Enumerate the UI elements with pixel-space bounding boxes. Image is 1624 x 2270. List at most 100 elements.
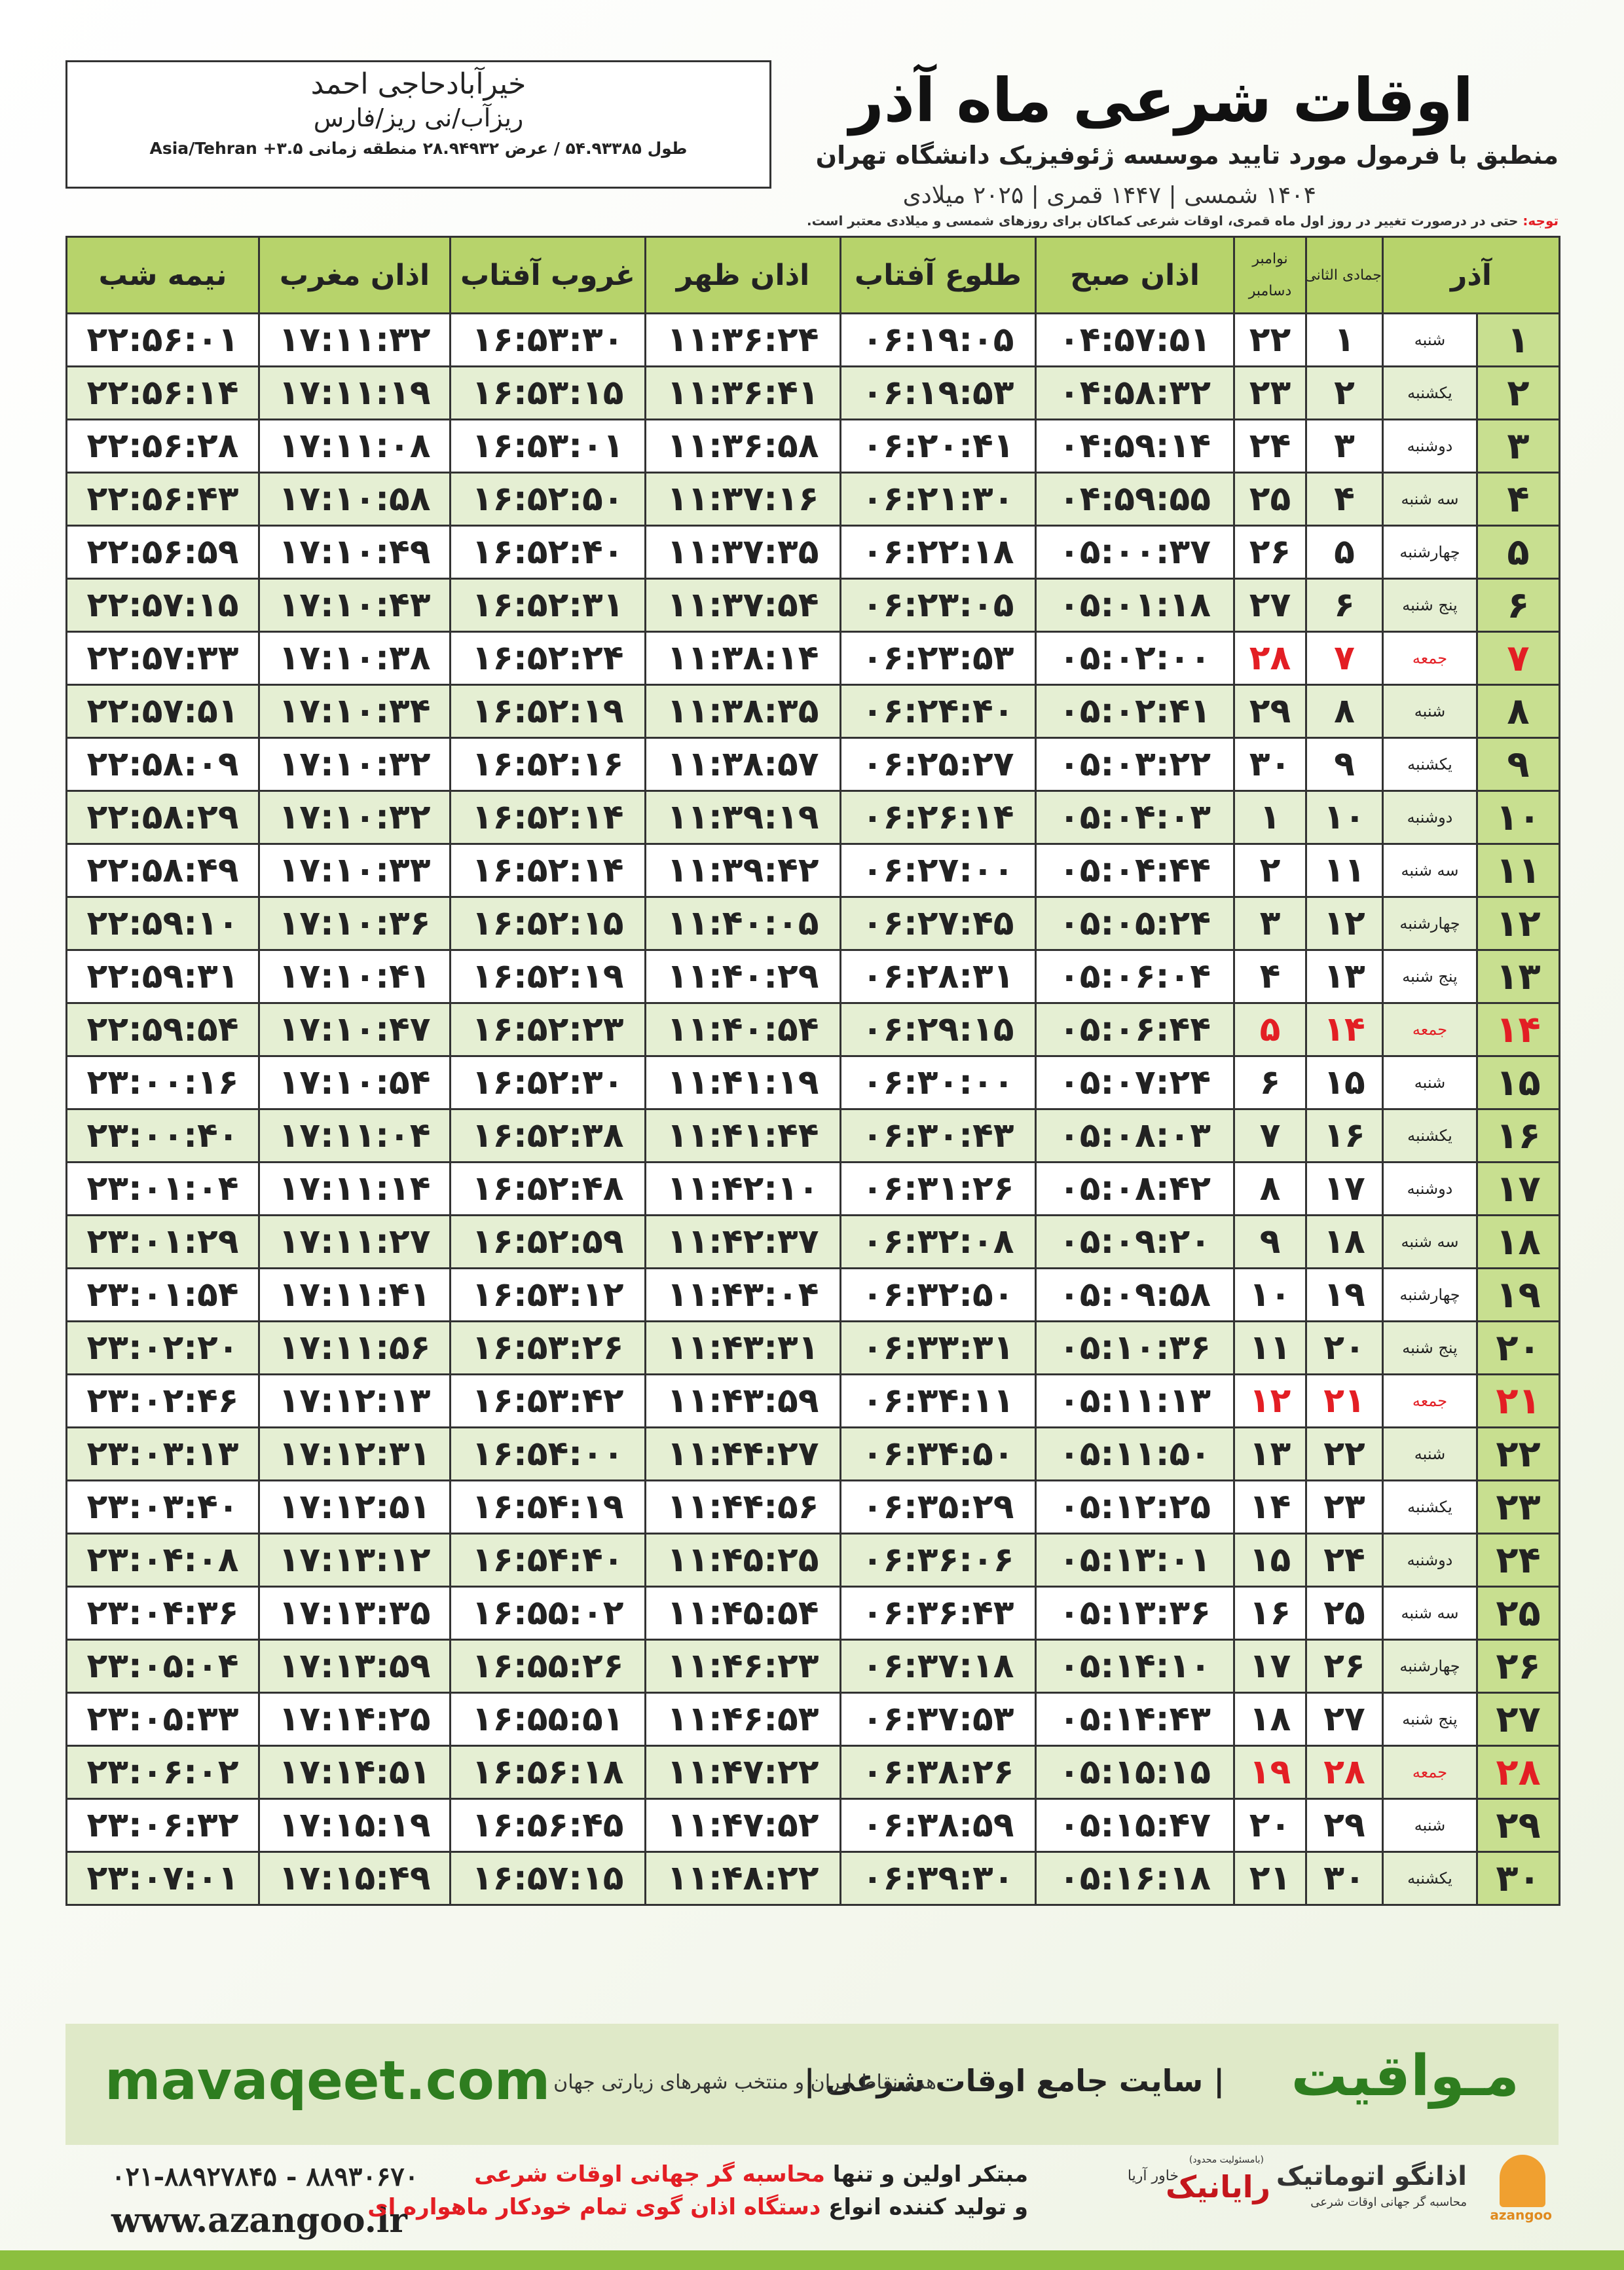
time-cell: ۲۳:۰۱:۰۴ [65,1161,260,1216]
time-cell: ۱۷:۱۱:۱۴ [258,1161,451,1216]
time-cell: ۱۱:۴۶:۲۳ [644,1639,841,1694]
time-cell: ۱۱:۴۰:۰۵ [644,896,841,951]
time-cell: ۱۷:۱۰:۵۴ [258,1055,451,1110]
time-cell: ۲۲:۵۸:۴۹ [65,843,260,898]
table-row: ۹ یکشنبه ۹ ۳۰ ۰۵:۰۳:۲۲ ۰۶:۲۵:۲۷ ۱۱:۳۸:۵۷ ۱۶:۵۲:… [65,737,1560,792]
time-cell: ۱۱:۴۷:۲۲ [644,1745,841,1800]
time-cell: ۰۵:۰۶:۰۴ [1035,949,1235,1004]
day-cell: ۶ [1476,578,1560,633]
table-row: ۱۵ شنبه ۱۵ ۶ ۰۵:۰۷:۲۴ ۰۶:۳۰:۰۰ ۱۱:۴۱:۱۹ ۱۶:۵۲:۳… [65,1055,1560,1110]
time-cell: ۰۵:۰۷:۲۴ [1035,1055,1235,1110]
azangoo-logo: اذانگو اتوماتیک [1276,2161,1467,2191]
date-cell: ۲۷ [1305,1692,1384,1747]
time-cell: ۰۶:۲۳:۵۳ [840,631,1037,686]
time-cell: ۲۳:۰۱:۵۴ [65,1267,260,1322]
time-header: اذان صبح [1035,236,1235,314]
time-cell: ۰۶:۳۰:۰۰ [840,1055,1037,1110]
time-cell: ۱۷:۱۲:۳۱ [258,1426,451,1481]
month-header: آذر [1382,236,1560,314]
time-cell: ۰۶:۳۵:۲۹ [840,1479,1037,1535]
time-cell: ۰۶:۱۹:۵۳ [840,365,1037,420]
time-cell: ۰۶:۲۵:۲۷ [840,737,1037,792]
date-cell: ۲۹ [1305,1798,1384,1853]
time-cell: ۱۶:۵۲:۱۹ [449,684,646,739]
date-cell: ۲۸ [1305,1745,1384,1800]
time-cell: ۱۱:۴۴:۲۷ [644,1426,841,1481]
time-cell: ۰۵:۱۲:۲۵ [1035,1479,1235,1535]
time-cell: ۰۵:۰۴:۴۴ [1035,843,1235,898]
time-cell: ۲۲:۵۶:۲۸ [65,419,260,474]
date-cell: ۲۵ [1233,472,1307,527]
date-cell: ۲۴ [1233,419,1307,474]
date-cell: ۲۲ [1233,312,1307,367]
time-cell: ۲۳:۰۷:۰۱ [65,1851,260,1906]
date-cell: ۹ [1305,737,1384,792]
time-cell: ۰۶:۳۶:۰۶ [840,1533,1037,1588]
time-cell: ۱۱:۳۷:۳۵ [644,525,841,580]
date-cell: ۲۳ [1233,365,1307,420]
date-cell: ۷ [1305,631,1384,686]
date-cell: ۱۴ [1305,1002,1384,1057]
footer-highlight: دستگاه اذان گوی تمام خودکار ماهواره ای [367,2194,821,2220]
time-cell: ۱۶:۵۳:۰۱ [449,419,646,474]
weekday-cell: پنج شنبه [1382,949,1478,1004]
time-cell: ۰۵:۱۶:۱۸ [1035,1851,1235,1906]
day-cell: ۱۱ [1476,843,1560,898]
date-cell: ۸ [1233,1161,1307,1216]
hijri-month: جمادی الثانی [1306,267,1382,284]
time-cell: ۱۱:۳۹:۴۲ [644,843,841,898]
date-cell: ۱۶ [1305,1108,1384,1163]
time-cell: ۰۶:۲۷:۰۰ [840,843,1037,898]
table-row: ۵ چهارشنبه ۵ ۲۶ ۰۵:۰۰:۳۷ ۰۶:۲۲:۱۸ ۱۱:۳۷:۳۵ ۱۶:۵… [65,525,1560,580]
date-cell: ۲۰ [1233,1798,1307,1853]
brand: مـواقیت [1291,2043,1520,2109]
time-cell: ۱۱:۴۲:۳۷ [644,1214,841,1269]
time-cell: ۰۶:۲۹:۱۵ [840,1002,1037,1057]
time-cell: ۱۱:۳۸:۱۴ [644,631,841,686]
time-cell: ۰۵:۱۳:۳۶ [1035,1586,1235,1641]
time-cell: ۰۵:۰۲:۰۰ [1035,631,1235,686]
date-cell: ۲۷ [1233,578,1307,633]
date-cell: ۱۵ [1305,1055,1384,1110]
day-cell: ۷ [1476,631,1560,686]
date-cell: ۲۰ [1305,1320,1384,1375]
time-cell: ۲۲:۵۹:۵۴ [65,1002,260,1057]
day-cell: ۲۲ [1476,1426,1560,1481]
time-cell: ۱۶:۵۲:۳۸ [449,1108,646,1163]
location-coords: طول ۵۴.۹۳۳۸۵ / عرض ۲۸.۹۴۹۳۲ منطقه زمانی … [149,139,688,158]
day-cell: ۱ [1476,312,1560,367]
table-row: ۷ جمعه ۷ ۲۸ ۰۵:۰۲:۰۰ ۰۶:۲۳:۵۳ ۱۱:۳۸:۱۴ ۱۶:۵۲:۲۴… [65,631,1560,686]
time-cell: ۰۵:۱۵:۴۷ [1035,1798,1235,1853]
title: اوقات شرعی ماه آذر [849,65,1473,136]
time-cell: ۱۶:۵۵:۲۶ [449,1639,646,1694]
time-cell: ۱۶:۵۳:۱۲ [449,1267,646,1322]
time-cell: ۰۴:۵۹:۵۵ [1035,472,1235,527]
time-cell: ۲۲:۵۷:۱۵ [65,578,260,633]
hijri-header: جمادی الثانی [1305,236,1384,314]
time-cell: ۲۳:۰۰:۴۰ [65,1108,260,1163]
day-cell: ۱۷ [1476,1161,1560,1216]
weekday-cell: یکشنبه [1382,1108,1478,1163]
weekday-cell: جمعه [1382,631,1478,686]
weekday-cell: چهارشنبه [1382,1639,1478,1694]
weekday-cell: سه شنبه [1382,472,1478,527]
time-cell: ۲۲:۵۷:۳۳ [65,631,260,686]
dateline: ۱۴۰۴ شمسی | ۱۴۴۷ قمری | ۲۰۲۵ میلادی [902,182,1316,209]
prayer-table: آذر جمادی الثانی نوامبر دسامبر اذان صبح طل… [65,236,1560,1906]
table-row: ۲۰ پنج شنبه ۲۰ ۱۱ ۰۵:۱۰:۳۶ ۰۶:۳۳:۳۱ ۱۱:۴۳:۳۱ ۱۶… [65,1320,1560,1375]
time-cell: ۰۵:۱۴:۴۳ [1035,1692,1235,1747]
table-row: ۲ یکشنبه ۲ ۲۳ ۰۴:۵۸:۳۲ ۰۶:۱۹:۵۳ ۱۱:۳۶:۴۱ ۱۶:۵۳:… [65,365,1560,420]
date-cell: ۶ [1305,578,1384,633]
time-cell: ۰۶:۲۳:۰۵ [840,578,1037,633]
time-cell: ۰۶:۲۶:۱۴ [840,790,1037,845]
time-cell: ۱۶:۵۲:۱۴ [449,843,646,898]
time-cell: ۱۱:۳۷:۱۶ [644,472,841,527]
time-cell: ۲۳:۰۴:۰۸ [65,1533,260,1588]
time-cell: ۱۶:۵۲:۱۴ [449,790,646,845]
time-cell: ۰۶:۳۲:۰۸ [840,1214,1037,1269]
weekday-cell: پنج شنبه [1382,1320,1478,1375]
day-cell: ۱۶ [1476,1108,1560,1163]
day-cell: ۱۲ [1476,896,1560,951]
day-cell: ۴ [1476,472,1560,527]
date-cell: ۱۷ [1233,1639,1307,1694]
